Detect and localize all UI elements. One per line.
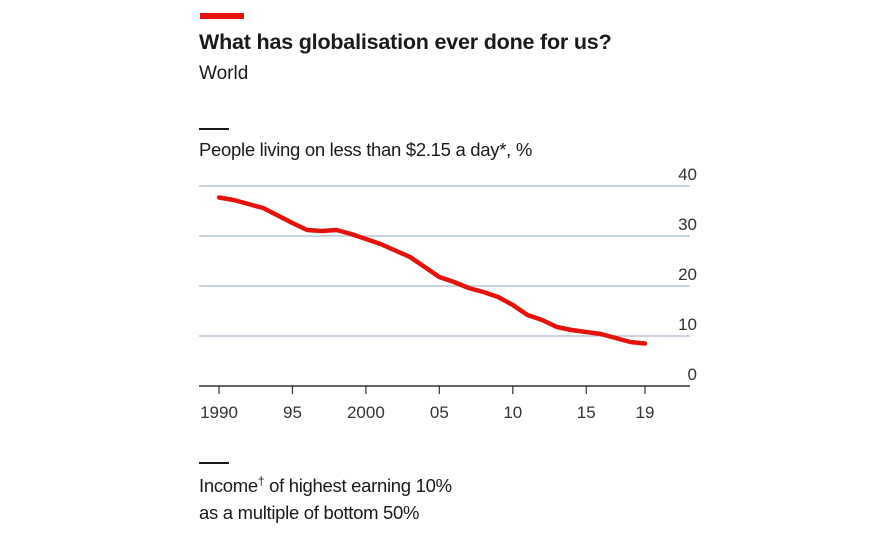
chart-subtitle: World bbox=[199, 63, 249, 84]
y-tick-label: 30 bbox=[678, 215, 697, 234]
x-tick-label: 2000 bbox=[347, 403, 385, 422]
x-tick-label: 95 bbox=[283, 403, 302, 422]
panel-title: People living on less than $2.15 a day*,… bbox=[199, 139, 532, 160]
y-tick-label: 20 bbox=[678, 265, 697, 284]
panel-title-2: Income† of highest earning 10% as a mult… bbox=[199, 468, 452, 526]
series-line-poverty bbox=[216, 195, 648, 346]
x-tick-label: 19 bbox=[636, 403, 655, 422]
panel-title-2-line2: as a multiple of bottom 50% bbox=[199, 502, 420, 524]
x-tick-label: 1990 bbox=[200, 403, 238, 422]
y-tick-label: 10 bbox=[678, 315, 697, 334]
x-tick-label: 05 bbox=[430, 403, 449, 422]
y-tick-label: 0 bbox=[688, 365, 697, 384]
section-rule-2 bbox=[199, 462, 229, 464]
x-tick-label: 15 bbox=[577, 403, 596, 422]
dagger-mark: † bbox=[257, 474, 265, 488]
panel-title-2-line1-rest: of highest earning 10% bbox=[264, 475, 452, 497]
y-tick-label: 40 bbox=[678, 165, 697, 184]
panel-title-2-line1: Income bbox=[199, 475, 258, 497]
x-tick-label: 10 bbox=[503, 403, 522, 422]
section-rule bbox=[199, 128, 229, 130]
chart-title: What has globalisation ever done for us? bbox=[199, 30, 612, 54]
brand-accent-bar bbox=[200, 13, 244, 19]
